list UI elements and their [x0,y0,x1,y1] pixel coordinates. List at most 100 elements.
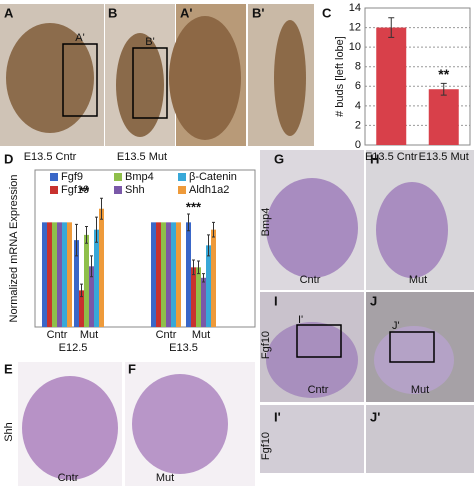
plot-frame [364,7,471,146]
bar [57,222,62,327]
bar [151,222,156,327]
bar [62,222,67,327]
group-label: E12.5 [59,342,88,354]
error-bar [75,223,78,257]
error-bar [440,82,447,96]
tissue [274,20,306,136]
error-bar [212,221,215,238]
error-bar [202,273,205,283]
panel-label: B [108,5,117,20]
tissue [22,376,118,480]
legend-swatch [50,186,58,194]
panel-label: D [4,151,13,166]
plot-frame [34,169,256,328]
legend-label: β-Catenin [189,171,237,183]
side-label: Shh [3,422,15,442]
bar [42,222,47,327]
caption: Mut [156,472,174,484]
bar [196,267,201,327]
legend-label: Bmp4 [125,171,154,183]
y-tick-label: 14 [349,2,361,14]
caption: E13.5 Cntr [24,151,77,163]
legend-label: Shh [125,184,145,196]
tissue [266,178,358,278]
bar [161,222,166,327]
y-tick-label: 12 [349,21,361,33]
bar [186,222,191,327]
legend-swatch [114,173,122,181]
bar [89,266,94,327]
error-bar [388,17,395,38]
panel-label: C [322,5,332,20]
significance: * [84,184,90,199]
side-label: Bmp4 [260,208,272,237]
bar [166,222,171,327]
legend-swatch [178,186,186,194]
legend-swatch [178,173,186,181]
panel-label: B' [252,5,264,20]
bar [99,208,104,327]
bar [47,222,52,327]
panel-label: A' [180,5,192,20]
y-axis-label: # buds [left lobe] [334,36,346,117]
tissue [116,33,164,137]
x-tick-label: E13.5 Cntr [365,151,418,163]
box-label: B' [145,36,154,48]
legend-label: Aldh1a2 [189,184,229,196]
bar [74,240,79,327]
x-tick-label: Mut [80,329,98,341]
y-tick-label: 4 [355,100,361,112]
panel-label: J' [370,409,380,424]
caption: Cntr [300,274,321,286]
panel-label: I [274,293,278,308]
side-label: Fgf10 [260,331,272,359]
y-tick-label: 10 [349,41,361,53]
legend-label: Fgf9 [61,171,83,183]
y-axis-label: Normalized mRNA Expression [8,175,20,323]
bar [67,222,72,327]
bar [94,229,99,327]
bar [206,245,211,327]
bar [176,222,181,327]
significance: * [79,184,85,199]
caption: Mut [409,274,427,286]
charts: C # buds [left lobe] 0 2 4 6 8 10 12 14 E13.5 Cntr… [4,2,471,354]
y-tick-label: 0 [355,139,361,151]
error-bar [192,259,195,276]
significance: ** [438,66,449,82]
legend-label: Fgf10 [61,184,89,196]
y-tick-label: 8 [355,61,361,73]
bar [376,27,407,146]
panel-label: J [370,293,377,308]
box [389,331,435,363]
y-tick-label: 6 [355,80,361,92]
box-label: I' [298,314,303,326]
x-tick-label: Cntr [47,329,68,341]
caption: Mut [411,384,429,396]
bar [79,290,84,327]
panel-label: I' [274,409,281,424]
bar [52,222,57,327]
error-bar [90,255,93,278]
x-tick-label: Cntr [156,329,177,341]
error-bar [197,260,200,275]
tissue [169,16,241,140]
box [296,324,342,358]
bar [211,229,216,327]
error-bar [80,283,83,298]
tissue [266,322,358,398]
bar [191,267,196,327]
legend-swatch [50,173,58,181]
photo-j-prime [366,405,474,473]
tissue [6,23,94,133]
group-label: E13.5 [169,342,198,354]
x-tick-label: Mut [192,329,210,341]
box-label: J' [392,320,400,332]
box [132,47,168,119]
error-bar [187,213,190,232]
error-bar [85,226,88,244]
bar [84,234,89,327]
legend-swatch [114,186,122,194]
